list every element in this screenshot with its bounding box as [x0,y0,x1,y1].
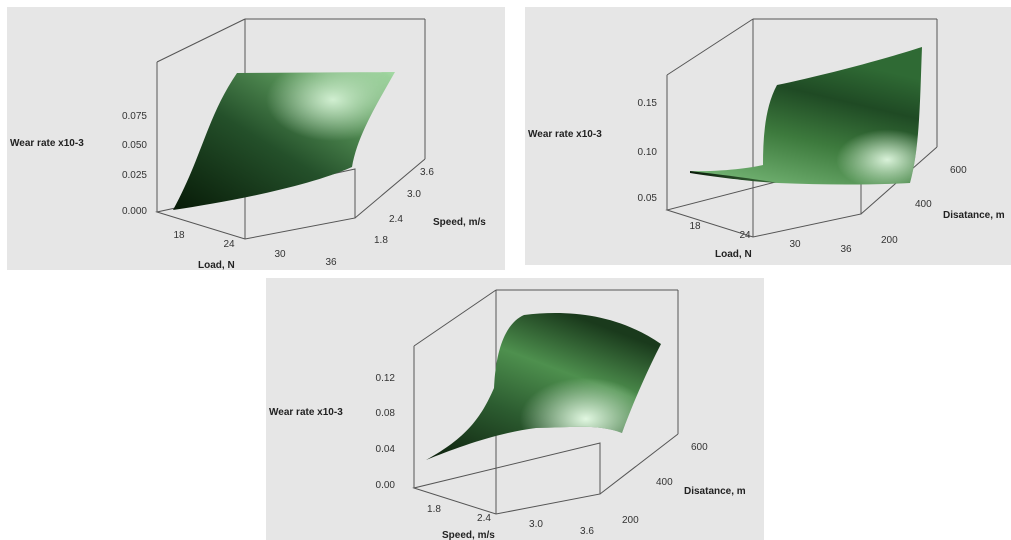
y-axis-label: Disatance, m [943,210,1005,221]
x-axis-ticks-3: 1.8 2.4 3.0 3.6 [427,504,594,537]
y-axis-label: Speed, m/s [433,217,486,228]
x-tick: 18 [689,221,701,232]
z-tick: 0.000 [122,206,147,217]
plot-box-frame [665,18,938,238]
z-tick: 0.025 [122,170,147,181]
z-tick: 0.00 [376,480,396,491]
y-tick: 400 [915,199,932,210]
surface-2 [690,47,922,185]
surface-1 [173,72,395,210]
z-tick: 0.050 [122,140,147,151]
x-axis-label: Load, N [198,260,235,270]
y-tick: 200 [622,515,639,526]
z-axis-label: Wear rate x10-3 [10,138,84,149]
y-tick: 3.6 [420,167,434,178]
x-axis-label: Load, N [715,249,752,260]
surface-plot-3: 0.12 0.08 0.04 0.00 Wear rate x10-3 1.8 … [269,289,746,540]
x-axis-ticks-2: 18 24 30 36 [689,221,852,255]
x-tick: 36 [840,244,852,255]
z-axis-ticks-2: 0.15 0.10 0.05 [638,98,658,204]
z-tick: 0.08 [376,408,396,419]
x-tick: 24 [739,230,751,241]
surface-plot-2: 0.15 0.10 0.05 Wear rate x10-3 18 24 30 … [528,18,1005,260]
z-axis-label: Wear rate x10-3 [528,129,602,140]
y-axis-label: Disatance, m [684,486,746,497]
y-tick: 600 [691,442,708,453]
y-tick: 200 [881,235,898,246]
z-tick: 0.04 [376,444,396,455]
chart-panel-3: 0.12 0.08 0.04 0.00 Wear rate x10-3 1.8 … [266,278,764,540]
x-tick: 2.4 [477,513,491,524]
y-tick: 600 [950,165,967,176]
surface-plot-1: 0.075 0.050 0.025 0.000 Wear rate x10-3 … [10,18,486,270]
x-tick: 18 [173,230,185,241]
y-tick: 400 [656,477,673,488]
z-tick: 0.15 [638,98,658,109]
y-axis-ticks-2: 200 400 600 [881,165,967,246]
x-tick: 30 [274,249,286,260]
x-tick: 3.0 [529,519,543,530]
chart-panel-2: 0.15 0.10 0.05 Wear rate x10-3 18 24 30 … [525,7,1011,265]
surface-3 [426,313,661,460]
x-tick: 1.8 [427,504,441,515]
y-tick: 1.8 [374,235,388,246]
z-axis-label: Wear rate x10-3 [269,407,343,418]
x-tick: 3.6 [580,526,594,537]
x-axis-label: Speed, m/s [442,530,495,540]
x-axis-ticks-1: 18 24 30 36 [173,230,337,268]
z-tick: 0.075 [122,111,147,122]
z-tick: 0.05 [638,193,658,204]
z-axis-ticks-3: 0.12 0.08 0.04 0.00 [376,373,396,491]
y-tick: 3.0 [407,189,421,200]
x-tick: 30 [789,239,801,250]
y-axis-ticks-1: 1.8 2.4 3.0 3.6 [374,167,434,246]
x-tick: 24 [223,239,235,250]
y-tick: 2.4 [389,214,403,225]
z-axis-ticks-1: 0.075 0.050 0.025 0.000 [122,111,147,217]
z-tick: 0.10 [638,147,658,158]
x-tick: 36 [325,257,337,268]
chart-panel-1: 0.075 0.050 0.025 0.000 Wear rate x10-3 … [7,7,505,270]
plot-box-frame [412,289,679,515]
z-tick: 0.12 [376,373,396,384]
y-axis-ticks-3: 200 400 600 [622,442,708,526]
